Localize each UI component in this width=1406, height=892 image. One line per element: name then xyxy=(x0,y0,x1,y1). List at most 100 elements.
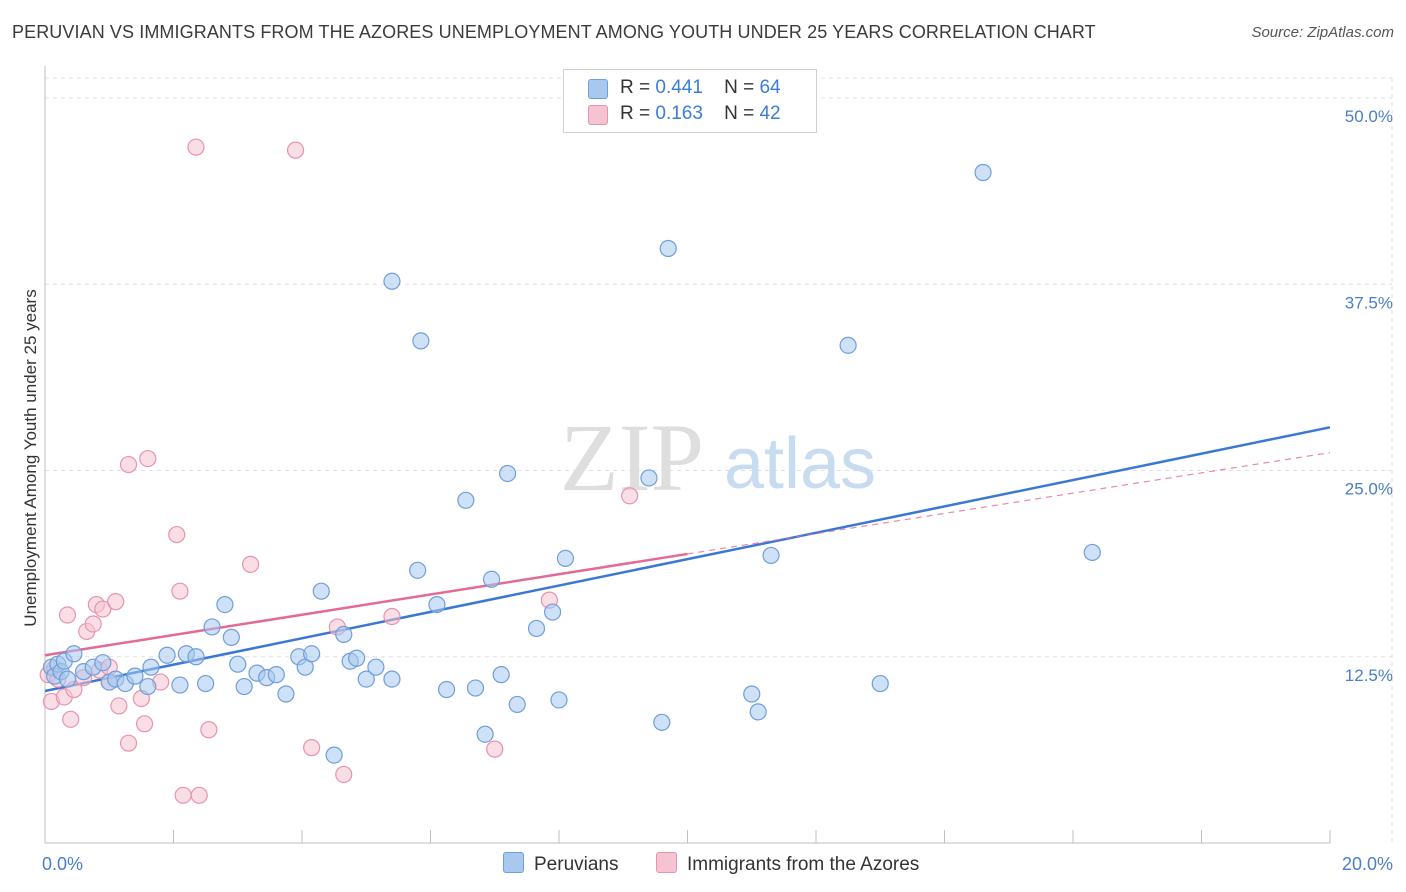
bottom-legend-swatch-azores xyxy=(656,852,677,873)
bottom-legend-label-peruvians: Peruvians xyxy=(534,854,619,875)
bottom-legend-azores: Immigrants from the Azores xyxy=(656,852,919,876)
peruvian-point xyxy=(974,163,992,182)
peruvian-point xyxy=(653,713,671,731)
azores-point xyxy=(168,525,186,544)
peruvian-point xyxy=(762,546,780,565)
legend-swatch-peruvians xyxy=(588,79,608,99)
peruvian-point xyxy=(556,549,575,568)
azores-point xyxy=(62,710,80,728)
legend-n-value-peruvians: 64 xyxy=(759,77,781,98)
peruvian-point xyxy=(367,658,385,676)
peruvian-point xyxy=(499,464,517,483)
peruvian-point xyxy=(277,685,295,703)
peruvian-point xyxy=(312,582,330,600)
legend-swatch-azores xyxy=(588,105,608,125)
peruvian-point xyxy=(65,645,83,663)
peruvian-point xyxy=(383,670,401,688)
trendline-azores-extension xyxy=(687,452,1331,555)
bottom-legend-label-azores: Immigrants from the Azores xyxy=(687,854,920,875)
bottom-legend-swatch-peruvians xyxy=(503,852,524,873)
azores-point xyxy=(58,606,77,624)
azores-point xyxy=(286,141,305,159)
tick-labels: 12.5% 25.0% 37.5% 50.0% 0.0% 20.0% xyxy=(42,107,1393,874)
x-tick-label: 0.0% xyxy=(42,854,83,874)
y-tick-label: 37.5% xyxy=(1345,293,1393,312)
legend-r-value-azores: 0.163 xyxy=(655,103,703,124)
legend-n-value-azores: 42 xyxy=(759,103,781,124)
peruvian-point xyxy=(325,746,343,764)
peruvian-point xyxy=(303,645,321,663)
peruvian-point xyxy=(476,725,494,743)
azores-point xyxy=(84,615,102,633)
peruvian-point xyxy=(871,674,889,693)
peruvian-point xyxy=(508,695,526,714)
peruvian-point xyxy=(457,491,475,509)
azores-point xyxy=(187,138,205,156)
azores-point xyxy=(242,555,260,573)
peruvian-point xyxy=(659,239,677,258)
azores-point xyxy=(119,455,138,474)
data-points xyxy=(39,138,1101,804)
peruvian-point xyxy=(58,670,77,688)
peruvian-point xyxy=(1083,543,1101,562)
chart-title: PERUVIAN VS IMMIGRANTS FROM THE AZORES U… xyxy=(12,22,1096,42)
azores-point xyxy=(486,740,504,758)
peruvian-point xyxy=(357,670,375,688)
peruvian-point xyxy=(743,685,761,703)
correlation-legend: R = 0.441 N = 64 R = 0.163 N = 42 xyxy=(563,69,817,133)
peruvian-point xyxy=(437,680,456,699)
peruvian-point xyxy=(466,679,485,697)
y-tick-label: 50.0% xyxy=(1345,107,1393,126)
legend-r-label: R = xyxy=(620,77,651,98)
azores-point xyxy=(94,600,112,618)
bottom-legend-peruvians: Peruvians xyxy=(503,852,619,876)
peruvian-point xyxy=(335,625,353,644)
peruvian-point xyxy=(139,677,157,696)
peruvian-point xyxy=(197,674,215,693)
trendline-azores xyxy=(44,552,688,657)
peruvian-point xyxy=(222,628,240,646)
peruvian-point xyxy=(94,654,112,672)
azores-point xyxy=(107,593,125,611)
azores-point xyxy=(200,721,218,739)
peruvian-point xyxy=(409,561,427,579)
legend-r-value-peruvians: 0.441 xyxy=(655,77,703,98)
y-tick-label: 12.5% xyxy=(1345,666,1393,685)
watermark-atlas: atlas xyxy=(724,424,876,504)
peruvian-point xyxy=(171,676,189,694)
trendline-peruvians xyxy=(44,426,1331,693)
legend-n-label: N = xyxy=(724,77,755,98)
azores-point xyxy=(139,449,157,468)
peruvian-point xyxy=(348,649,366,667)
azores-point xyxy=(171,582,189,600)
peruvian-point xyxy=(229,655,247,673)
y-tick-label: 25.0% xyxy=(1345,480,1393,499)
peruvian-point xyxy=(267,666,285,684)
peruvian-point xyxy=(492,666,510,684)
y-axis-label: Unemployment Among Youth under 25 years xyxy=(21,289,40,626)
peruvian-point xyxy=(187,648,205,666)
peruvian-point xyxy=(543,603,562,621)
azores-point xyxy=(119,734,138,752)
peruvian-point xyxy=(158,646,176,664)
peruvian-point xyxy=(640,469,658,487)
legend-n-label: N = xyxy=(724,103,755,124)
azores-point xyxy=(383,607,401,626)
azores-point xyxy=(135,715,154,733)
peruvian-point xyxy=(428,595,446,614)
azores-point xyxy=(621,487,639,505)
legend-r-label: R = xyxy=(620,103,651,124)
peruvian-point xyxy=(527,619,546,638)
peruvian-point xyxy=(216,595,234,614)
azores-point xyxy=(174,786,192,804)
azores-point xyxy=(190,786,208,804)
peruvian-point xyxy=(235,677,253,696)
peruvian-point xyxy=(550,691,568,709)
chart-source: Source: ZipAtlas.com xyxy=(1251,24,1394,41)
azores-point xyxy=(335,765,353,784)
x-tick-label: 20.0% xyxy=(1342,854,1393,874)
trend-lines xyxy=(44,426,1331,693)
peruvian-point xyxy=(482,570,501,588)
peruvian-point xyxy=(839,336,857,354)
